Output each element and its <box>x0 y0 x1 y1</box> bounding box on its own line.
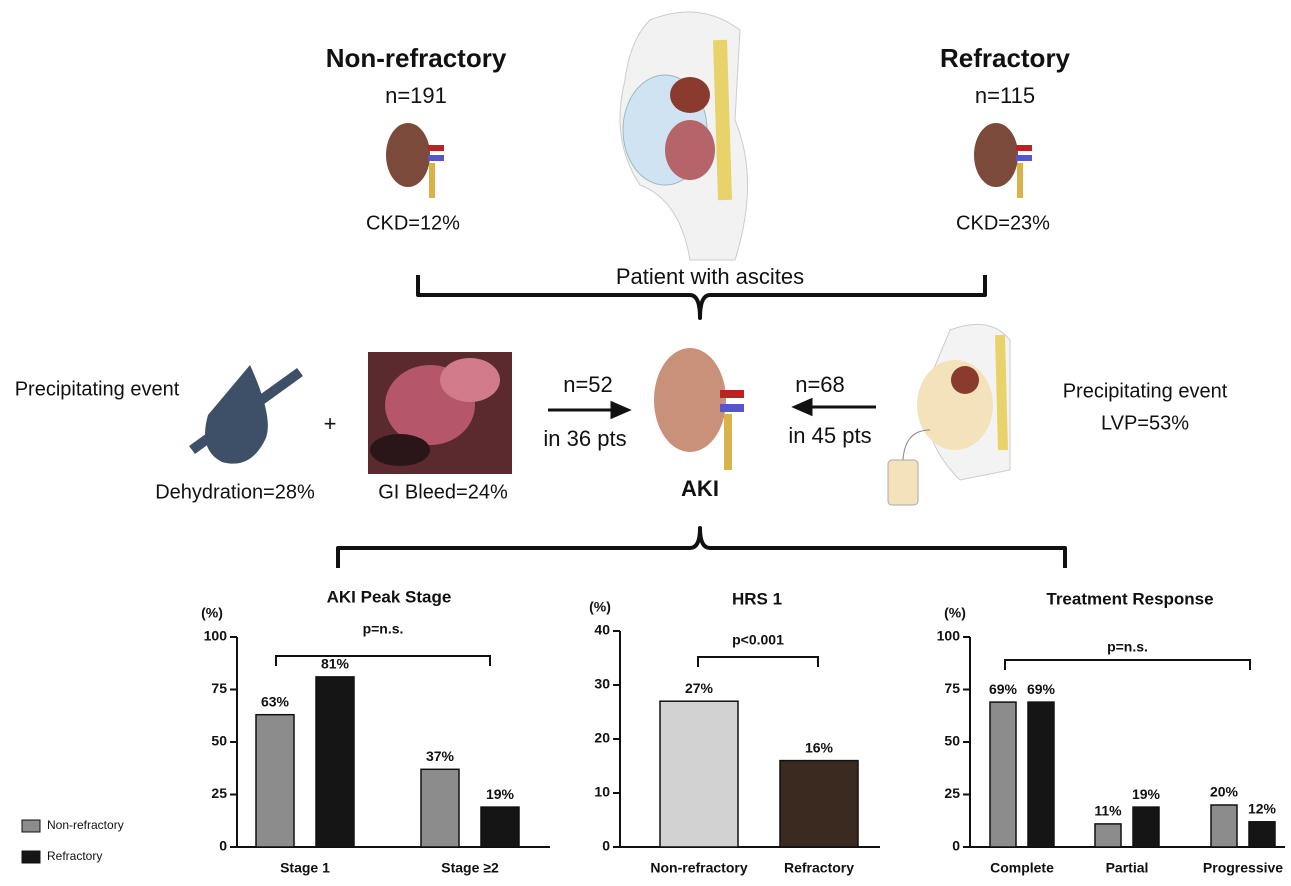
event-label: Precipitating event <box>1063 380 1228 402</box>
legend-swatch <box>21 819 41 833</box>
significance-bracket <box>697 656 819 667</box>
bar: Refractory <box>1248 821 1276 848</box>
bar: Refractory <box>1132 806 1160 848</box>
aki-kidney <box>654 348 744 470</box>
bar <box>779 759 859 848</box>
x-tick-label: Partial <box>1106 860 1149 876</box>
value-label: 69% <box>989 681 1018 697</box>
legend-swatch <box>21 850 41 864</box>
aki-label: AKI <box>681 476 719 501</box>
y-tick-label: 50 <box>211 733 227 749</box>
y-axis-label: (%) <box>201 605 223 621</box>
lvp-illustration <box>887 323 1011 506</box>
value-label: 19% <box>486 786 515 802</box>
bar: Non-refractory <box>989 701 1017 848</box>
plus: + <box>324 411 337 436</box>
y-tick-label: 25 <box>944 785 960 801</box>
kidney-icon <box>386 123 444 198</box>
value-label: 63% <box>261 693 290 709</box>
y-tick-label: 75 <box>211 680 227 696</box>
y-tick-label: 75 <box>944 680 960 696</box>
event-label: Precipitating event <box>15 378 180 400</box>
bar: Refractory <box>1027 701 1055 848</box>
significance-label: p=n.s. <box>1107 639 1148 655</box>
group-n: n=115 <box>975 83 1035 108</box>
center-label: Patient with ascites <box>616 264 804 289</box>
y-tick-label: 25 <box>211 785 227 801</box>
value-label: 69% <box>1027 681 1056 697</box>
brace <box>336 526 1067 568</box>
value-label: 20% <box>1210 784 1239 800</box>
x-tick-label: Refractory <box>784 860 854 876</box>
y-tick-label: 0 <box>219 838 227 854</box>
y-tick-label: 30 <box>594 676 610 692</box>
bar: Non-refractory <box>255 713 295 848</box>
significance-bracket <box>275 655 491 666</box>
y-tick-label: 100 <box>204 628 228 644</box>
legend-label: Non-refractory <box>47 818 124 832</box>
significance-bracket <box>1004 659 1251 670</box>
arrow-n: n=68 <box>795 372 845 397</box>
body-illustration <box>619 11 748 261</box>
lvp-label: LVP=53% <box>1101 412 1189 434</box>
y-tick-label: 100 <box>937 628 961 644</box>
y-tick-label: 10 <box>594 784 610 800</box>
significance-label: p=n.s. <box>363 621 404 637</box>
y-tick-label: 0 <box>952 838 960 854</box>
y-tick-label: 50 <box>944 733 960 749</box>
x-tick-label: Complete <box>990 860 1054 876</box>
y-axis-label: (%) <box>944 605 966 621</box>
value-label: 16% <box>805 739 834 755</box>
arrow <box>548 400 632 420</box>
bar: Refractory <box>315 676 355 848</box>
y-tick-label: 40 <box>594 622 610 638</box>
value-label: 37% <box>426 748 455 764</box>
value-label: 81% <box>321 656 350 672</box>
brace <box>416 275 987 320</box>
bar: Non-refractory <box>1094 823 1122 848</box>
value-label: 12% <box>1248 801 1277 817</box>
y-tick-label: 20 <box>594 730 610 746</box>
y-tick-label: 0 <box>602 838 610 854</box>
x-tick-label: Stage 1 <box>280 860 330 876</box>
gi-bleed-label: GI Bleed=24% <box>378 481 508 503</box>
bar: Refractory <box>480 806 520 848</box>
x-tick-label: Progressive <box>1203 860 1283 876</box>
bar <box>659 700 739 848</box>
y-axis-label: (%) <box>589 599 611 615</box>
legend-label: Refractory <box>47 849 102 863</box>
chart-title: Treatment Response <box>1046 589 1213 608</box>
value-label: 19% <box>1132 786 1161 802</box>
x-tick-label: Stage ≥2 <box>441 860 499 876</box>
value-label: 27% <box>685 680 714 696</box>
gi-bleed-photo <box>368 352 512 474</box>
arrow-n: n=52 <box>563 372 613 397</box>
dehydration-icon <box>189 365 303 464</box>
group-n: n=191 <box>385 83 447 108</box>
chart-title: AKI Peak Stage <box>327 587 452 606</box>
x-tick-label: Non-refractory <box>650 860 747 876</box>
group-ckd: CKD=23% <box>956 212 1050 234</box>
arrow-pts: in 36 pts <box>543 426 626 451</box>
value-label: 11% <box>1094 803 1122 819</box>
group-title: Non-refractory <box>326 43 507 73</box>
group-ckd: CKD=12% <box>366 212 460 234</box>
bar: Non-refractory <box>1210 804 1238 848</box>
arrow-pts: in 45 pts <box>788 423 871 448</box>
group-title: Refractory <box>940 43 1071 73</box>
dehydration-label: Dehydration=28% <box>155 481 315 503</box>
significance-label: p<0.001 <box>732 632 784 648</box>
chart-title: HRS 1 <box>732 589 782 608</box>
bar: Non-refractory <box>420 768 460 848</box>
arrow <box>791 397 876 417</box>
kidney-icon <box>974 123 1032 198</box>
